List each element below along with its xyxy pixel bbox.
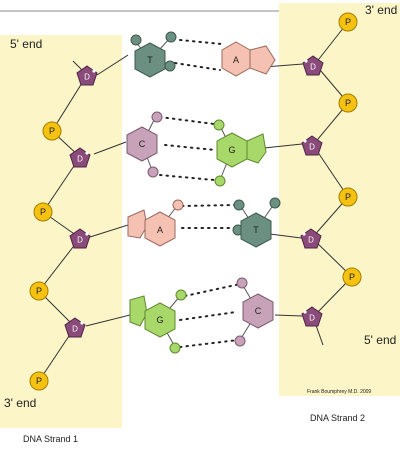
base-pair-4: G C [129,277,274,354]
guanine-node [169,342,181,354]
svg-text:P: P [36,376,42,386]
guanine-node [175,289,187,301]
base-label-G: G [228,145,235,155]
base-label-T: T [147,55,153,65]
svg-text:P: P [49,126,55,136]
guanine-six-ring [144,302,176,338]
adenine-six-ring [144,211,176,247]
base-label-G-text: G [156,315,163,325]
strand-1-5-prime-label: 5' end [10,37,42,51]
svg-text:P: P [345,17,351,27]
cytosine-node [151,111,163,123]
phosphate-s1-3: P [29,281,49,301]
svg-text:D: D [309,143,315,152]
phosphate-s1-4: P [29,371,49,391]
guanine-five-ring [129,295,148,327]
thymine-ring [134,42,166,78]
base-pair-3: A T [127,197,281,248]
thymine-node [164,60,176,72]
strand-2-5-prime-label: 5' end [364,333,396,347]
adenine-node [172,199,184,211]
guanine-node [213,119,225,131]
svg-text:P: P [36,286,42,296]
sugar-s2-4: D [301,306,323,327]
phosphate-s2-1: P [338,12,358,32]
sugar-s1-2: D [69,147,91,168]
adenine-five-ring [127,209,148,239]
svg-text:D: D [310,63,316,72]
svg-text:D: D [77,155,83,164]
svg-text:P: P [349,272,355,282]
cytosine-ring [126,126,158,162]
base-pair-1: T A [130,31,276,78]
thymine-methyl-node [130,34,142,46]
strand-1-sugars: D D D D [64,65,98,338]
base-label-T: T [253,225,259,235]
phosphate-s2-2: P [338,93,358,113]
svg-text:D: D [72,325,78,334]
strand-1-3-prime-label: 3' end [4,396,36,410]
base-pair-2: C G [126,111,267,187]
phosphate-s2-4: P [342,267,362,287]
strand-1-band [0,35,122,428]
svg-text:P: P [40,207,46,217]
sugar-s2-2: D [301,135,323,156]
cytosine-node [147,166,159,178]
strand-2-sugars: D D D D [300,55,324,327]
base-label-A: A [157,225,163,235]
phosphate-s1-2: P [33,202,53,222]
strand-2-name: DNA Strand 2 [310,413,365,423]
strand-1-name: DNA Strand 1 [23,434,78,444]
svg-text:D: D [77,236,83,245]
svg-text:D: D [309,314,315,323]
hydrogen-bonds [159,39,241,348]
phosphate-s1-1: P [42,121,62,141]
sugar-s2-1: D [302,55,324,76]
cytosine-node [234,335,246,347]
svg-text:P: P [345,98,351,108]
svg-text:P: P [345,192,351,202]
sugar-s2-3: D [300,228,322,249]
phosphates: P P P P P P P P [29,12,362,391]
thymine-methyl-node [269,197,281,209]
thymine-ring [240,212,272,248]
sugar-s1-1: D [76,65,98,86]
adenine-five-ring [249,45,276,75]
base-label-C: C [255,306,262,316]
cytosine-ring [242,293,274,329]
svg-text:D: D [308,236,314,245]
credit-text: Frank Boumphrey M.D. 2009 [307,389,371,395]
base-label-A: A [233,55,239,65]
base-label-C: C [139,139,146,149]
cytosine-node [236,277,248,289]
guanine-five-ring [246,133,267,164]
sugar-s1-4: D [64,317,86,338]
thymine-node [165,31,177,43]
strand-2-3-prime-label: 3' end [365,3,397,17]
sugar-s1-3: D [69,228,91,249]
guanine-node [214,175,226,187]
thymine-node [233,199,245,211]
svg-text:D: D [84,73,90,82]
phosphate-s2-3: P [338,187,358,207]
